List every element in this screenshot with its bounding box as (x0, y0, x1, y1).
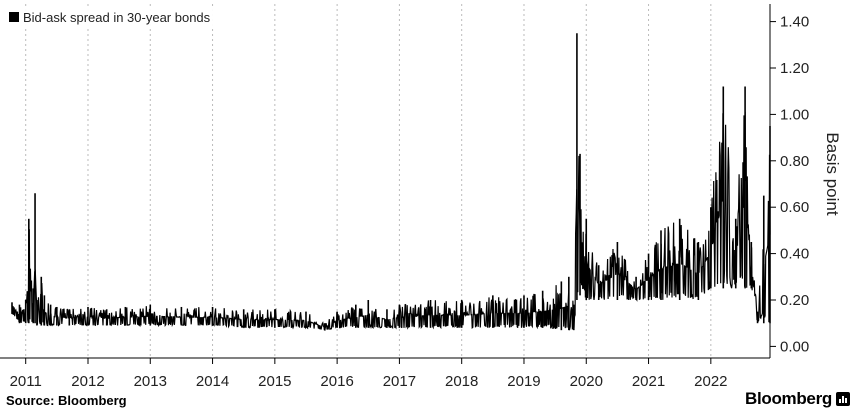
vertical-gridlines (25, 4, 712, 358)
x-tick-label: 2014 (196, 373, 229, 390)
legend: Bid-ask spread in 30-year bonds (4, 6, 238, 28)
y-tick-label: 1.40 (780, 14, 809, 31)
y-tick-label: 0.20 (780, 292, 809, 309)
series-line (11, 111, 771, 331)
x-tick-label: 2013 (134, 373, 167, 390)
x-tick-label: 2018 (445, 373, 478, 390)
y-tick-label: 0.40 (780, 246, 809, 263)
y-tick-label: 0.00 (780, 338, 809, 355)
brand-chart-icon (836, 392, 850, 406)
y-tick-label: 0.80 (780, 153, 809, 170)
legend-box (4, 6, 238, 28)
y-tick-label: 1.20 (780, 60, 809, 77)
x-tick-label: 2022 (694, 373, 727, 390)
x-tick-label: 2019 (507, 373, 540, 390)
y-tick-label: 1.00 (780, 106, 809, 123)
brand-logo-text: Bloomberg (744, 389, 832, 408)
y-axis-ticks: 1.40 1.20 1.00 0.80 0.60 0.40 0.20 0.00 (770, 14, 809, 355)
x-axis-ticks: 2011 2012 2013 2014 2015 2016 2017 2018 2019 2020… (10, 358, 728, 390)
series-bid-ask-spread (11, 33, 771, 331)
x-tick-label: 2016 (320, 373, 353, 390)
legend-label: Bid-ask spread in 30-year bonds (23, 10, 211, 25)
x-tick-label: 2012 (71, 373, 104, 390)
x-tick-label: 2011 (10, 373, 42, 390)
x-tick-label: 2021 (632, 373, 665, 390)
x-tick-label: 2020 (570, 373, 603, 390)
legend-swatch (9, 12, 19, 22)
y-tick-label: 0.60 (780, 199, 809, 216)
x-tick-label: 2017 (383, 373, 416, 390)
source-note: Source: Bloomberg (6, 393, 127, 408)
x-tick-label: 2015 (258, 373, 291, 390)
y-axis-label: Basis point (823, 132, 842, 215)
